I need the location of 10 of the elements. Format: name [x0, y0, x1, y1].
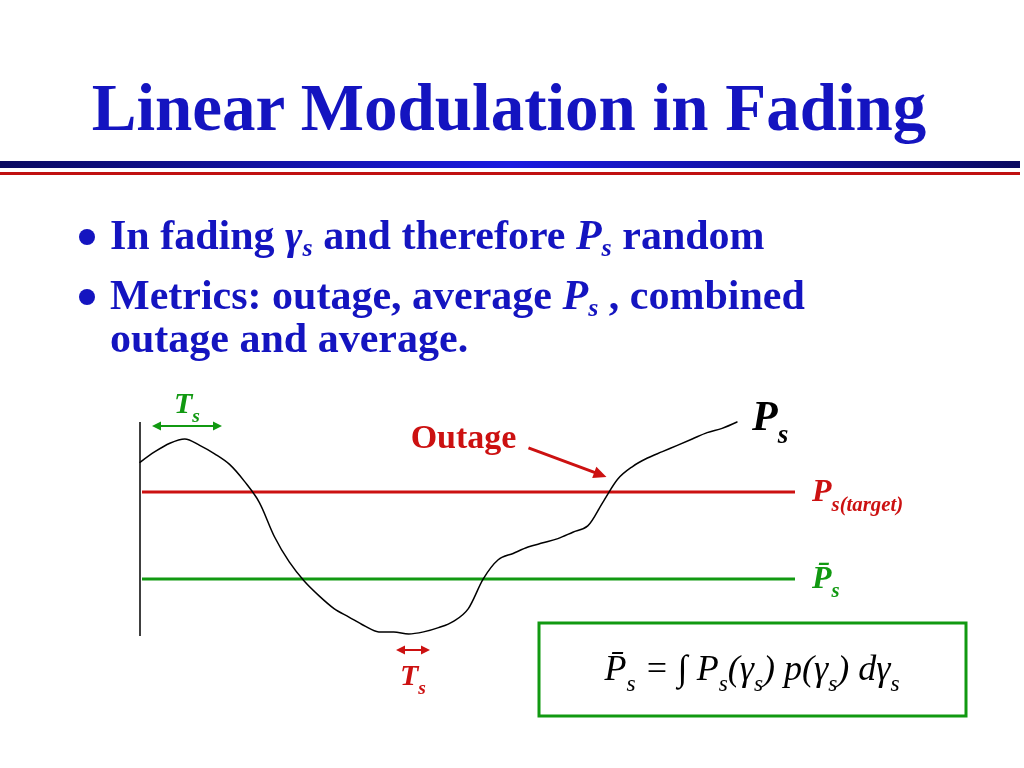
annotation: T$_{s}$ — [174, 386, 200, 426]
ref-line-label: P$_{s(target)}$ — [811, 471, 904, 516]
chart-title: Linear Modulation in Fading — [91, 70, 927, 144]
text: In fading γ$_{s}$ and therefore P$_{s}$ random — [110, 212, 765, 262]
text: P̄$_{s}$ = ∫ P$_{s}$(γ$_{s}$) p(γ$_{s}$) dγ$_{s}$ — [604, 648, 900, 696]
ref-line-label: P̄$_{s}$ — [811, 558, 840, 602]
text: Metrics: outage, average P$_{s}$ , combined outage and average. — [110, 272, 805, 361]
text: T$_{s}$ — [400, 658, 426, 698]
annotation: Outage — [410, 417, 517, 455]
series-label: P$_{s}$ — [751, 393, 789, 449]
